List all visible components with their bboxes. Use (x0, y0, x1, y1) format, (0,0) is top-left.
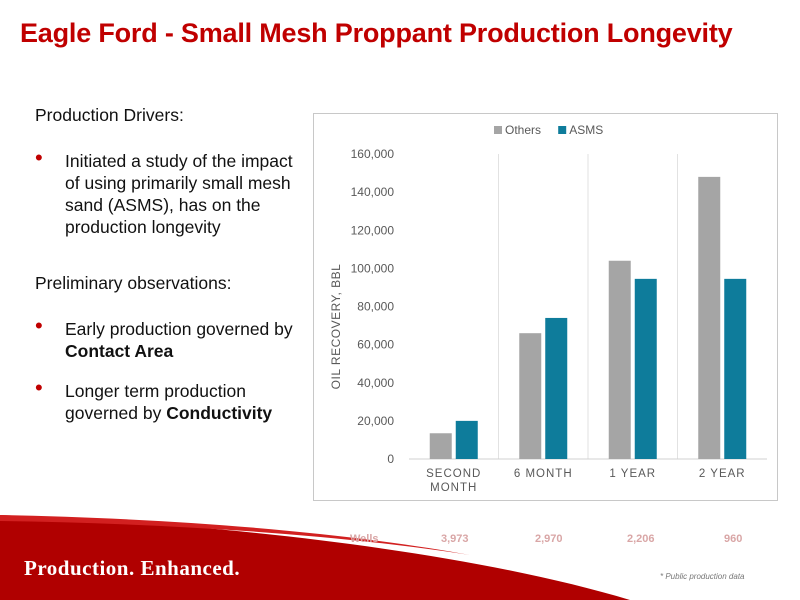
bar-asms (455, 420, 478, 459)
bar-asms (724, 278, 747, 459)
bullet-longer-bold: Conductivity (166, 403, 273, 423)
bullet-study: • Initiated a study of the impact of usi… (35, 145, 305, 238)
x-tick-label: 2 YEAR (699, 468, 746, 480)
bullet-icon: • (35, 313, 43, 338)
y-tick-label: 20,000 (357, 414, 394, 428)
y-tick-label: 140,000 (351, 185, 395, 199)
y-tick-label: 160,000 (351, 147, 395, 161)
x-tick-label: MONTH (430, 482, 477, 494)
y-tick-label: 60,000 (357, 338, 394, 352)
wells-count-4: 960 (724, 533, 743, 545)
observations-heading: Preliminary observations: (35, 273, 232, 293)
wells-count-3: 2,206 (627, 533, 655, 545)
bullet-early-text: Early production governed by (65, 319, 293, 339)
wells-count-1: 3,973 (441, 533, 469, 545)
x-tick-label: 6 MONTH (514, 468, 573, 480)
y-axis-title: OIL RECOVERY, BBL (329, 264, 343, 390)
legend-label-others: Others (505, 123, 541, 137)
y-tick-label: 40,000 (357, 376, 394, 390)
bullet-longer-text: Longer term production governed by (65, 381, 246, 423)
bullet-study-text: Initiated a study of the impact of using… (65, 151, 293, 237)
bar-others (608, 260, 631, 459)
slide-title: Eagle Ford - Small Mesh Proppant Product… (20, 18, 733, 48)
wells-label: Wells (350, 533, 379, 545)
production-drivers-heading: Production Drivers: (35, 105, 184, 125)
legend-label-asms: ASMS (569, 123, 603, 137)
footnote: * Public production data (660, 572, 745, 581)
bar-others (698, 176, 721, 459)
wells-count-2: 2,970 (535, 533, 563, 545)
bullet-longer-term: • Longer term production governed by Con… (35, 375, 305, 424)
bar-others (429, 433, 452, 459)
bar-others (519, 333, 542, 459)
bullet-early-production: • Early production governed by Contact A… (35, 313, 305, 362)
y-tick-label: 120,000 (351, 223, 395, 237)
legend-swatch-asms (558, 126, 567, 134)
legend-swatch-others (494, 126, 502, 134)
bar-chart: 0 20,000 40,000 60,000 80,000 100,000 120,000 1… (329, 123, 767, 494)
y-tick-label: 0 (387, 452, 394, 466)
y-tick-label: 100,000 (351, 261, 395, 275)
text-panel: Production Drivers: • Initiated a study … (35, 104, 305, 442)
bullet-icon: • (35, 145, 43, 170)
bullet-icon: • (35, 375, 43, 400)
chart-frame: 0 20,000 40,000 60,000 80,000 100,000 120,000 1… (313, 113, 778, 501)
bar-asms (634, 278, 657, 459)
footer-tagline: Production. Enhanced. (24, 556, 241, 580)
x-tick-label: 1 YEAR (609, 468, 656, 480)
y-tick-label: 80,000 (357, 300, 394, 314)
footer-swoosh (0, 515, 630, 600)
bar-asms (545, 317, 568, 459)
bullet-early-bold: Contact Area (65, 341, 174, 361)
x-tick-label: SECOND (426, 468, 481, 480)
